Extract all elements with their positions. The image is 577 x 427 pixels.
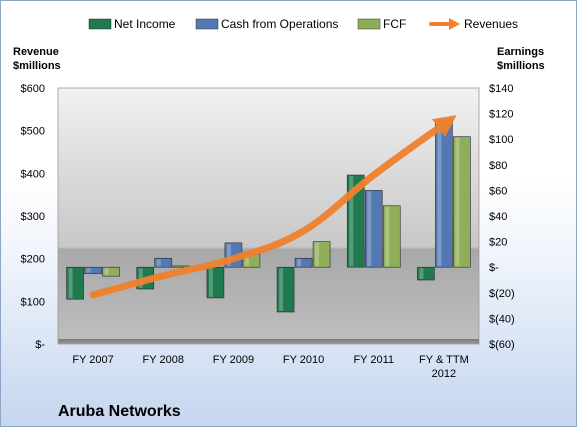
legend-label: Cash from Operations <box>221 17 338 31</box>
bar <box>417 266 435 281</box>
axis-titles: Revenue $millions Earnings $millions <box>13 46 545 72</box>
bar-highlight <box>68 268 73 299</box>
bar-group <box>435 119 453 268</box>
bar-highlight <box>437 121 442 267</box>
left-tick-label: $600 <box>21 83 45 95</box>
bar-highlight <box>367 191 372 267</box>
category-label: FY 2010 <box>283 354 324 366</box>
right-tick-label: $(40) <box>489 313 515 325</box>
bar <box>453 136 471 268</box>
right-tick-label: $60 <box>489 185 507 197</box>
bar-group <box>206 266 225 299</box>
bar <box>84 266 102 274</box>
left-tick-label: $500 <box>21 126 45 138</box>
bar <box>294 257 313 268</box>
bar-highlight <box>315 242 320 267</box>
bar-highlight <box>419 268 424 279</box>
right-axis-title: $millions <box>497 60 545 72</box>
bars <box>66 119 471 313</box>
category-label: FY 2008 <box>143 354 184 366</box>
bar-group <box>346 174 365 268</box>
bar-group <box>453 136 471 268</box>
bar-group <box>417 266 435 281</box>
bar-highlight <box>138 268 143 288</box>
bar-highlight <box>104 268 109 276</box>
bar <box>66 266 84 300</box>
right-tick-label: $40 <box>489 211 507 223</box>
plot-area <box>57 87 480 345</box>
left-tick-label: $100 <box>21 296 45 308</box>
right-tick-label: $120 <box>489 109 513 121</box>
right-tick-label: $100 <box>489 134 513 146</box>
bar-group <box>312 241 331 268</box>
company-name: Aruba Networks <box>58 403 181 420</box>
left-axis-title: $millions <box>13 60 61 72</box>
left-axis-title: Revenue <box>13 46 59 58</box>
bar <box>102 266 120 277</box>
bar-highlight <box>86 268 91 273</box>
bar-highlight <box>297 259 302 267</box>
category-label: FY 2007 <box>72 354 113 366</box>
bar-highlight <box>208 268 213 297</box>
legend-arrow-icon <box>449 18 460 30</box>
right-axis-ticks: $(60) $(40) $(20) $- $20 $40 $60 $80 $100 $120 $14… <box>489 83 515 351</box>
revenue-line-group <box>89 115 457 299</box>
right-axis-title: Earnings <box>497 46 544 58</box>
bar-group <box>382 205 401 268</box>
left-tick-label: $400 <box>21 168 45 180</box>
legend-label: Revenues <box>464 17 518 31</box>
bar-highlight <box>349 176 354 267</box>
left-tick-label: $300 <box>21 211 45 223</box>
revenues-line <box>89 115 457 299</box>
bar-group <box>66 266 84 300</box>
legend-label: Net Income <box>114 17 176 31</box>
bar-group <box>364 190 383 268</box>
bar <box>364 190 383 268</box>
left-tick-label: $- <box>35 339 45 351</box>
bar-highlight <box>226 243 231 267</box>
right-tick-label: $80 <box>489 160 507 172</box>
bar <box>346 174 365 268</box>
left-axis-ticks: $- $100 $200 $300 $400 $500 $600 <box>21 83 46 351</box>
bar-group <box>102 266 120 277</box>
bar-highlight <box>279 268 284 311</box>
legend-swatch <box>88 18 112 30</box>
left-tick-label: $200 <box>21 254 45 266</box>
bar-group <box>84 266 102 274</box>
bar <box>276 266 295 313</box>
legend-swatch <box>195 18 219 30</box>
bar <box>312 241 331 268</box>
bar <box>382 205 401 268</box>
category-label: 2012 <box>432 368 456 380</box>
category-labels: FY 2007 FY 2008 FY 2009 FY 2010 FY 2011 FY & … <box>72 354 468 380</box>
right-tick-label: $140 <box>489 83 513 95</box>
bar-highlight <box>385 206 390 267</box>
right-tick-label: $- <box>489 262 499 274</box>
legend-label: FCF <box>383 17 406 31</box>
right-tick-label: $(20) <box>489 288 515 300</box>
right-tick-label: $20 <box>489 237 507 249</box>
bar <box>154 257 173 268</box>
legend-swatch <box>357 18 381 30</box>
bar-group <box>276 266 295 313</box>
bar-highlight <box>156 259 161 267</box>
category-label: FY 2009 <box>213 354 254 366</box>
category-label: FY 2011 <box>353 354 394 366</box>
right-tick-label: $(60) <box>489 339 515 351</box>
bar-group <box>294 257 313 268</box>
plot-floor <box>58 339 479 344</box>
bar-group <box>154 257 173 268</box>
legend: Net Income Cash from Operations FCF Revenue… <box>88 17 518 31</box>
bar-highlight <box>244 255 249 267</box>
category-label: FY & TTM <box>419 354 469 366</box>
bar-highlight <box>455 137 460 267</box>
